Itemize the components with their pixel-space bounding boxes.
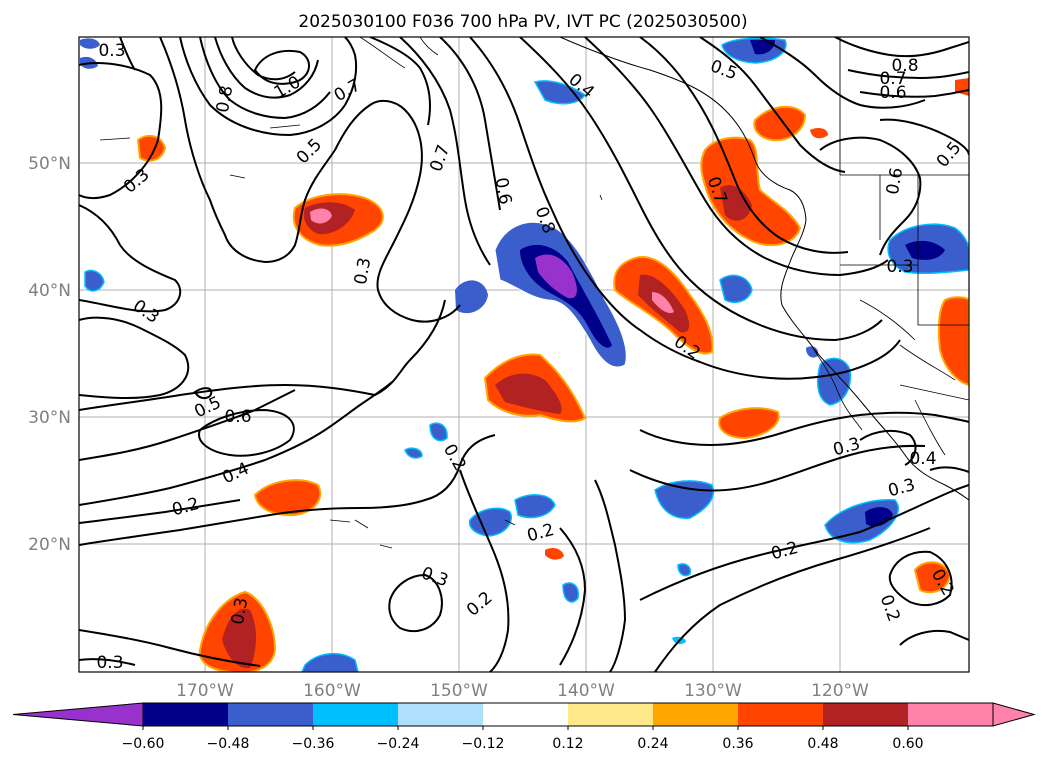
colorbar-tick-label: −0.60 (122, 736, 165, 752)
colorbar-tick-label: 0.12 (552, 736, 583, 752)
lat-label: 30°N (28, 408, 71, 428)
contour-label: 0.6 (879, 83, 906, 103)
colorbar-tick-label: −0.48 (207, 736, 250, 752)
colorbar-segment (483, 703, 568, 726)
contour-label: 0.8 (891, 56, 918, 76)
lon-label: 120°W (811, 681, 869, 701)
contour-label: 0.6 (883, 166, 907, 196)
contour-label: 0.3 (886, 257, 913, 277)
colorbar-extend-high (992, 702, 1036, 727)
colorbar-segment (653, 703, 738, 726)
coastlines (99, 37, 969, 549)
colorbar: −0.60 −0.48 −0.36 −0.24 −0.12 0.12 0.24 0.36 0.4… (12, 702, 1036, 752)
contour-label: 0.6 (491, 176, 515, 206)
lat-label: 50°N (28, 154, 71, 174)
axis-labels: 170°W 160°W 150°W 140°W 130°W 120°W 50°N… (28, 154, 869, 701)
colorbar-segment (143, 703, 228, 726)
colorbar-tick-label: 0.60 (892, 736, 923, 752)
contour-label: 0.7 (879, 69, 906, 89)
contour-label: 0.3 (96, 653, 123, 673)
figure-title: 2025030100 F036 700 hPa PV, IVT PC (2025… (298, 12, 747, 32)
colorbar-segment (398, 703, 483, 726)
lon-label: 130°W (684, 681, 742, 701)
pv-contours (79, 37, 969, 672)
lon-label: 160°W (303, 681, 361, 701)
contour-label: 0.8 (213, 84, 237, 114)
colorbar-segment (823, 703, 908, 726)
colorbar-tick-label: 0.24 (637, 736, 668, 752)
contour-label: 0.3 (228, 596, 252, 626)
contour-label: 0.3 (351, 256, 375, 286)
contour-label: 0.3 (98, 41, 125, 61)
lat-label: 20°N (28, 535, 71, 555)
colorbar-segment (908, 703, 993, 726)
lon-label: 140°W (557, 681, 615, 701)
lon-label: 170°W (176, 681, 234, 701)
map-frame (78, 36, 970, 673)
contour-label: 0.6 (224, 407, 251, 427)
colorbar-tick-label: −0.36 (292, 736, 335, 752)
map-panel: 0.8 1.0 0.7 0.5 0.4 0.7 0.6 0.8 0.5 0.7 … (78, 36, 970, 673)
colorbar-segment (568, 703, 653, 726)
contour-label: 0.4 (909, 449, 936, 469)
colorbar-segment (313, 703, 398, 726)
colorbar-extend-low (12, 702, 144, 727)
colorbar-tick-label: 0.48 (807, 736, 838, 752)
colorbar-tick-label: 0.36 (722, 736, 753, 752)
colorbar-segment (738, 703, 823, 726)
colorbar-tick-label: −0.12 (462, 736, 505, 752)
colorbar-segment (228, 703, 313, 726)
colorbar-tick-label: −0.24 (377, 736, 420, 752)
pv-anomaly-fills (80, 37, 969, 672)
lon-label: 150°W (430, 681, 488, 701)
lat-label: 40°N (28, 281, 71, 301)
